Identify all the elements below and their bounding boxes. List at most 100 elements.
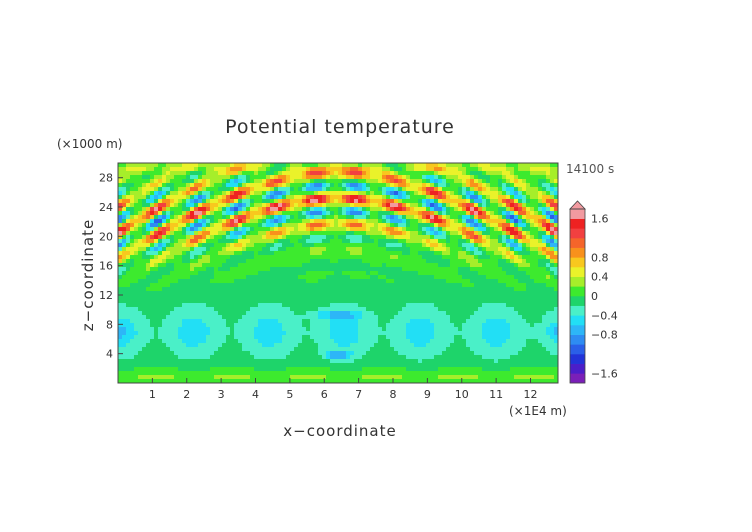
heatmap-cell	[298, 179, 303, 184]
heatmap-cell	[214, 183, 219, 188]
heatmap-cell	[194, 179, 199, 184]
heatmap-cell	[246, 267, 251, 272]
heatmap-cell	[194, 279, 199, 284]
heatmap-cell	[186, 327, 191, 332]
heatmap-cell	[142, 303, 147, 308]
heatmap-cell	[118, 247, 123, 252]
heatmap-cell	[510, 203, 515, 208]
heatmap-cell	[166, 175, 171, 180]
heatmap-cell	[210, 307, 215, 312]
heatmap-cell	[166, 287, 171, 292]
heatmap-cell	[138, 307, 143, 312]
heatmap-cell	[202, 303, 207, 308]
heatmap-cell	[266, 343, 271, 348]
heatmap-cell	[402, 227, 407, 232]
heatmap-cell	[266, 227, 271, 232]
heatmap-cell	[394, 231, 399, 236]
heatmap-cell	[378, 215, 383, 220]
heatmap-cell	[338, 303, 343, 308]
heatmap-cell	[370, 327, 375, 332]
heatmap-cell	[198, 323, 203, 328]
heatmap-cell	[374, 239, 379, 244]
heatmap-cell	[282, 303, 287, 308]
heatmap-cell	[554, 231, 559, 236]
heatmap-cell	[534, 219, 539, 224]
heatmap-cell	[226, 215, 231, 220]
heatmap-cell	[338, 239, 343, 244]
heatmap-cell	[486, 339, 491, 344]
heatmap-cell	[490, 203, 495, 208]
heatmap-cell	[402, 263, 407, 268]
heatmap-cell	[490, 263, 495, 268]
heatmap-cell	[522, 199, 527, 204]
heatmap-cell	[298, 327, 303, 332]
heatmap-cell	[234, 239, 239, 244]
heatmap-cell	[210, 219, 215, 224]
heatmap-cell	[130, 187, 135, 192]
heatmap-cell	[146, 331, 151, 336]
heatmap-cell	[306, 211, 311, 216]
heatmap-cell	[510, 255, 515, 260]
heatmap-cell	[202, 255, 207, 260]
heatmap-cell	[210, 255, 215, 260]
heatmap-cell	[482, 191, 487, 196]
heatmap-cell	[410, 275, 415, 280]
heatmap-cell	[494, 171, 499, 176]
heatmap-cell	[446, 179, 451, 184]
heatmap-cell	[398, 171, 403, 176]
heatmap-cell	[126, 203, 131, 208]
heatmap-cell	[274, 183, 279, 188]
heatmap-cell	[474, 279, 479, 284]
heatmap-cell	[386, 187, 391, 192]
heatmap-cell	[478, 195, 483, 200]
heatmap-cell	[498, 323, 503, 328]
heatmap-cell	[554, 203, 559, 208]
heatmap-cell	[518, 243, 523, 248]
heatmap-cell	[494, 179, 499, 184]
heatmap-cell	[402, 243, 407, 248]
heatmap-cell	[126, 167, 131, 172]
heatmap-cell	[514, 307, 519, 312]
heatmap-cell	[186, 207, 191, 212]
heatmap-cell	[306, 323, 311, 328]
heatmap-cell	[522, 339, 527, 344]
heatmap-cell	[490, 267, 495, 272]
heatmap-cell	[234, 223, 239, 228]
heatmap-cell	[226, 299, 231, 304]
heatmap-cell	[274, 283, 279, 288]
heatmap-cell	[262, 279, 267, 284]
heatmap-cell	[306, 335, 311, 340]
heatmap-cell	[210, 263, 215, 268]
heatmap-cell	[194, 291, 199, 296]
heatmap-cell	[178, 219, 183, 224]
heatmap-cell	[302, 183, 307, 188]
heatmap-cell	[286, 175, 291, 180]
heatmap-cell	[278, 175, 283, 180]
heatmap-cell	[366, 267, 371, 272]
heatmap-cell	[462, 315, 467, 320]
heatmap-cell	[142, 331, 147, 336]
heatmap-cell	[294, 191, 299, 196]
heatmap-cell	[330, 283, 335, 288]
heatmap-cell	[402, 183, 407, 188]
heatmap-cell	[326, 275, 331, 280]
heatmap-cell	[314, 251, 319, 256]
heatmap-cell	[194, 283, 199, 288]
heatmap-cell	[146, 239, 151, 244]
heatmap-cell	[322, 279, 327, 284]
heatmap-cell	[386, 299, 391, 304]
heatmap-cell	[418, 195, 423, 200]
heatmap-cell	[482, 171, 487, 176]
heatmap-cell	[202, 187, 207, 192]
heatmap-cell	[162, 191, 167, 196]
heatmap-cell	[166, 339, 171, 344]
heatmap-cell	[430, 267, 435, 272]
heatmap-cell	[326, 335, 331, 340]
heatmap-cell	[322, 223, 327, 228]
heatmap-cell	[462, 167, 467, 172]
heatmap-cell	[422, 171, 427, 176]
heatmap-cell	[150, 195, 155, 200]
heatmap-cell	[250, 179, 255, 184]
heatmap-cell	[374, 203, 379, 208]
heatmap-cell	[326, 327, 331, 332]
